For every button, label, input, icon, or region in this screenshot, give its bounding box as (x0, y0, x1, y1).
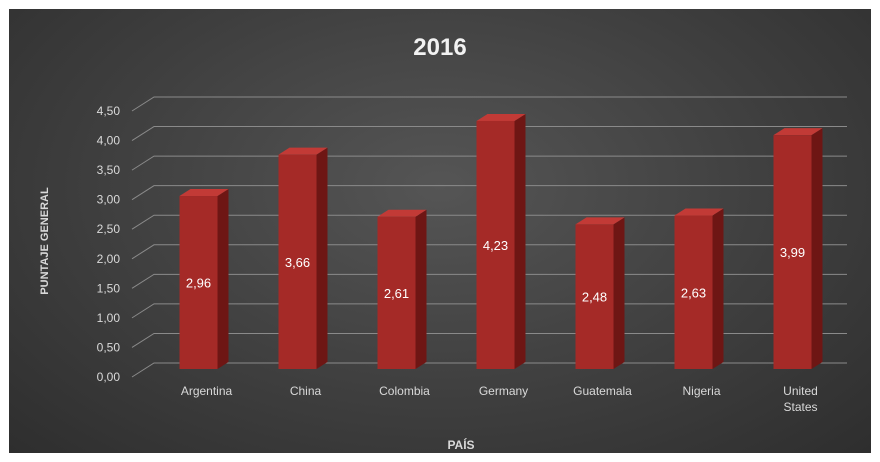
y-tick-label: 1,00 (97, 311, 121, 325)
data-label: 2,61 (384, 286, 409, 301)
data-label: 2,96 (186, 276, 211, 291)
x-axis-title: PAÍS (447, 437, 474, 452)
bar (179, 189, 229, 369)
bar-side (514, 113, 526, 370)
bar-side (811, 128, 823, 369)
bar-top (179, 189, 229, 197)
bar-front (377, 216, 416, 369)
gridline (131, 96, 847, 112)
bar (674, 208, 724, 369)
chart-title: 2016 (413, 34, 466, 61)
bars (179, 113, 823, 370)
bar (278, 147, 328, 369)
bar-top (773, 128, 823, 136)
bar (476, 113, 526, 370)
data-label: 3,99 (780, 245, 805, 260)
x-axis-ticks: Argentina China Colombia Germany Guatemala Ni… (181, 384, 818, 414)
bar-front (575, 224, 614, 369)
y-tick-label: 0,00 (97, 370, 121, 384)
gridline (131, 126, 847, 141)
bar-side (613, 217, 625, 369)
gridline (131, 155, 847, 171)
bar (575, 217, 625, 369)
bar (377, 209, 427, 369)
data-label: 4,23 (483, 238, 508, 253)
data-label: 3,66 (285, 255, 310, 270)
x-tick-label: Argentina (181, 384, 233, 398)
y-axis-title: PUNTAJE GENERAL (39, 187, 51, 295)
bar-front (278, 154, 317, 369)
x-tick-label: Colombia (379, 384, 430, 398)
bar-top (278, 147, 328, 155)
x-tick-label: Nigeria (682, 384, 720, 398)
y-tick-label: 3,50 (97, 163, 121, 177)
bar-side (217, 189, 229, 369)
bar-top (575, 217, 625, 225)
y-tick-label: 2,00 (97, 252, 121, 266)
bar-front (773, 135, 812, 369)
x-tick-label: Guatemala (573, 384, 632, 398)
bar-side (712, 208, 724, 369)
bar-front (674, 215, 713, 369)
data-label: 2,63 (681, 285, 706, 300)
bar-top (377, 209, 427, 217)
y-tick-label: 2,50 (97, 222, 121, 236)
data-labels: 2,96 3,66 2,61 4,23 2,48 2,63 3,99 (186, 238, 805, 305)
bar-top (476, 113, 526, 121)
x-tick-label: Germany (479, 384, 528, 398)
y-tick-label: 1,50 (97, 281, 121, 295)
x-tick-label: States (783, 400, 817, 414)
gridline (131, 214, 847, 230)
gridline (131, 185, 847, 201)
y-tick-label: 3,00 (97, 193, 121, 207)
gridlines (131, 96, 847, 378)
y-tick-label: 4,00 (97, 134, 121, 148)
x-tick-label: United (783, 384, 818, 398)
y-tick-label: 0,50 (97, 340, 121, 354)
y-tick-label: 4,50 (97, 104, 121, 118)
bar-chart: 2,96 3,66 2,61 4,23 2,48 2,63 3,99 0,00 0,50 1,0… (39, 34, 847, 452)
bar-front (476, 120, 515, 370)
bar-front (179, 196, 218, 369)
x-tick-label: China (290, 384, 322, 398)
data-label: 2,48 (582, 290, 607, 305)
bar (773, 128, 823, 369)
chart-card: 2,96 3,66 2,61 4,23 2,48 2,63 3,99 0,00 0,50 1,0… (9, 9, 871, 453)
bar-side (415, 209, 427, 369)
bar-top (674, 208, 724, 216)
bar-side (316, 147, 328, 369)
y-axis-ticks: 0,00 0,50 1,00 1,50 2,00 2,50 3,00 3,50 4,00 4,50 (97, 104, 121, 384)
